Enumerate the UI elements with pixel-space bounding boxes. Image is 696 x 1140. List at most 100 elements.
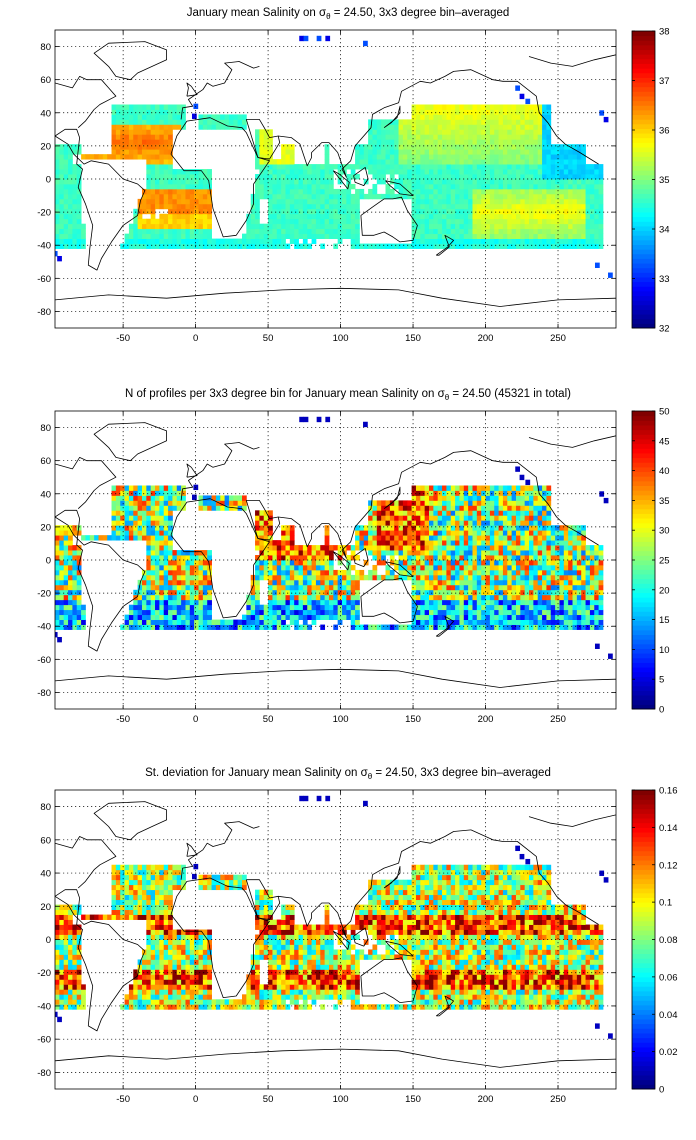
heatmap-cell [563, 154, 569, 160]
heatmap-cell [381, 515, 386, 521]
heatmap-cell [524, 154, 530, 160]
heatmap-cell [146, 154, 152, 160]
heatmap-cell [489, 619, 495, 625]
heatmap-cell [489, 490, 495, 496]
heatmap-cell [594, 228, 600, 235]
heatmap-cell [115, 144, 121, 150]
heatmap-cell [133, 624, 139, 630]
heatmap-cell [437, 604, 443, 611]
heatmap-cell [576, 203, 582, 210]
heatmap-cell [281, 560, 286, 566]
heatmap-cell [446, 109, 452, 115]
heatmap-cell [515, 203, 521, 210]
heatmap-cell [298, 213, 304, 220]
heatmap-cell [468, 233, 473, 239]
heatmap-cell [537, 233, 543, 239]
heatmap-cell [281, 619, 286, 625]
heatmap-cell [150, 233, 156, 239]
heatmap-cell [455, 183, 460, 190]
heatmap-cell [255, 238, 260, 244]
heatmap-cell [185, 614, 191, 620]
heatmap-cell [259, 530, 265, 536]
heatmap-cell [176, 599, 182, 606]
heatmap-cell [524, 193, 530, 200]
heatmap-cell [463, 114, 469, 120]
heatmap-cell [259, 188, 265, 195]
heatmap-cell [459, 164, 465, 170]
heatmap-cell [333, 198, 339, 205]
heatmap-cell [568, 243, 573, 249]
colorbar-segment [632, 281, 655, 287]
heatmap-cell [450, 510, 456, 516]
heatmap-cell [120, 109, 125, 115]
heatmap-cell [481, 169, 486, 175]
heatmap-cell [350, 599, 356, 606]
heatmap-cell [159, 198, 165, 205]
colorbar-segment [632, 276, 655, 283]
heatmap-cell [272, 193, 278, 200]
heatmap-cell [120, 525, 125, 531]
heatmap-cell [576, 228, 582, 235]
heatmap-cell [350, 203, 356, 210]
heatmap-cell [150, 604, 156, 611]
heatmap-cell [502, 114, 508, 120]
heatmap-cell [59, 545, 65, 551]
heatmap-cell [529, 555, 534, 561]
heatmap-cell [124, 505, 130, 511]
heatmap-cell [542, 109, 547, 115]
heatmap-cell [507, 154, 513, 160]
heatmap-cell [320, 614, 326, 620]
heatmap-cell [202, 589, 208, 596]
heatmap-cell [294, 208, 299, 215]
heatmap-cell [159, 149, 165, 155]
heatmap-cell [255, 164, 260, 170]
heatmap-cell [589, 198, 595, 205]
heatmap-cell [250, 614, 256, 620]
heatmap-cell [402, 169, 408, 175]
heatmap-cell [289, 174, 295, 180]
heatmap-cell [133, 495, 139, 501]
heatmap-cell [524, 510, 530, 516]
heatmap-cell [537, 109, 543, 115]
heatmap-cell [294, 550, 299, 556]
heatmap-cell [394, 624, 399, 630]
heatmap-cell [585, 174, 591, 180]
heatmap-cell [59, 569, 65, 576]
heatmap-cell [498, 505, 504, 511]
heatmap-cell [185, 589, 191, 596]
heatmap-cell [402, 520, 408, 526]
heatmap-cell [572, 609, 578, 616]
heatmap-cell [141, 104, 147, 110]
heatmap-cell [376, 545, 382, 551]
heatmap-cell [468, 599, 473, 606]
heatmap-cell [463, 223, 469, 230]
heatmap-cell [524, 174, 530, 180]
heatmap-cell [563, 619, 569, 625]
heatmap-cell [398, 545, 404, 551]
heatmap-cell [389, 193, 395, 200]
heatmap-cell [515, 584, 521, 591]
heatmap-cell [515, 555, 521, 561]
heatmap-cell [72, 238, 78, 244]
heatmap-cell [407, 179, 413, 185]
heatmap-cell [246, 624, 252, 630]
heatmap-cell [350, 564, 356, 571]
heatmap-cell [320, 208, 326, 215]
heatmap-cell [72, 169, 78, 175]
heatmap-cell [546, 569, 552, 576]
heatmap-cell [520, 139, 526, 145]
heatmap-cell [207, 579, 212, 586]
heatmap-cell [459, 510, 465, 516]
heatmap-cell [137, 233, 143, 239]
heatmap-cell [433, 193, 439, 200]
heatmap-cell [520, 574, 526, 581]
heatmap-cell [285, 169, 291, 175]
heatmap-cell [520, 564, 526, 571]
heatmap-cell [302, 164, 308, 170]
heatmap-cell [507, 208, 513, 215]
heatmap-cell [511, 183, 517, 190]
heatmap-cell [546, 520, 552, 526]
heatmap-cell [546, 604, 552, 611]
heatmap-cell [511, 490, 517, 496]
heatmap-cell [381, 624, 386, 630]
